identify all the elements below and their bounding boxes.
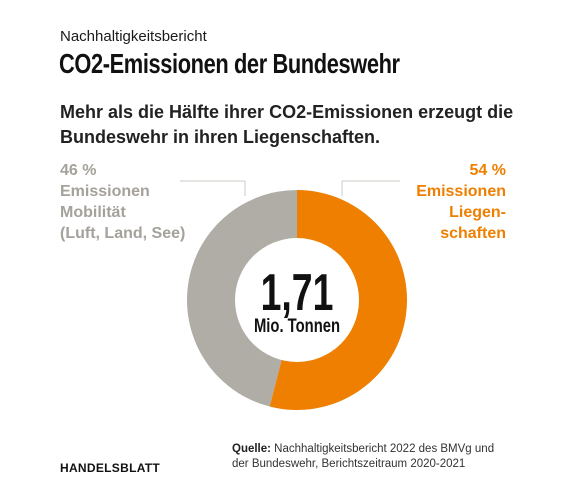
center-value: 1,71 (261, 263, 334, 322)
source-line-1: Nachhaltigkeitsbericht 2022 des BMVg und (270, 443, 495, 455)
brand-logo: HANDELSBLATT (60, 461, 161, 475)
slice-percent-mobility: 46 % (60, 162, 97, 179)
slice-label-mobility: 46 % Emissionen Mobilität (Luft, Land, S… (60, 160, 185, 244)
slice-label-line: Emissionen (416, 183, 506, 200)
slice-label-line: Emissionen (60, 183, 150, 200)
center-unit: Mio. Tonnen (254, 315, 340, 336)
slice-label-line: (Luft, Land, See) (60, 225, 186, 242)
source-line-2: der Bundeswehr, Berichtszeitraum 2020-20… (232, 458, 466, 470)
source-note: Quelle: Nachhaltigkeitsbericht 2022 des … (232, 442, 507, 472)
slice-label-properties: 54 % Emissionen Liegen- schaften (416, 160, 506, 244)
slice-label-line: Mobilität (60, 204, 126, 221)
donut-hole (235, 238, 359, 362)
slice-label-line: schaften (440, 225, 506, 242)
chart-title: CO2-Emissionen der Bundeswehr (59, 48, 400, 79)
slice-percent-properties: 54 % (469, 162, 506, 179)
kicker: Nachhaltigkeitsbericht (60, 28, 207, 45)
chart-subtitle: Mehr als die Hälfte ihrer CO2-Emissionen… (60, 102, 514, 147)
slice-label-line: Liegen- (449, 204, 506, 221)
source-label: Quelle: (232, 443, 271, 455)
